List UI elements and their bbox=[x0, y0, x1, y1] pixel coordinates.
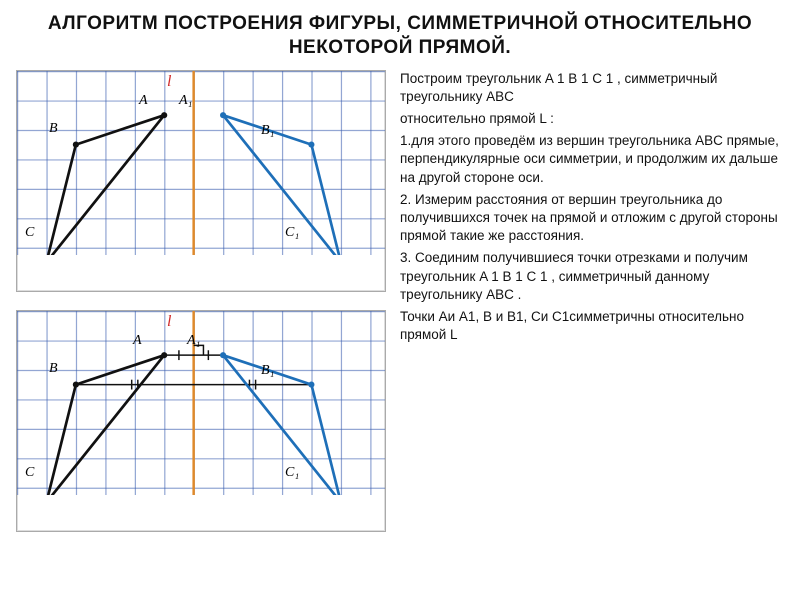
step-2: 2. Измерим расстояния от вершин треуголь… bbox=[400, 191, 784, 246]
figure-2-canvas bbox=[17, 311, 385, 495]
figure-1: lABCA₁B₁C₁ bbox=[16, 70, 386, 292]
steps-text: Построим треугольник A 1 B 1 C 1 , симме… bbox=[400, 70, 784, 593]
page-title: АЛГОРИТМ ПОСТРОЕНИЯ ФИГУРЫ, СИММЕТРИЧНОЙ… bbox=[16, 12, 784, 60]
step-1: 1.для этого проведём из вершин треугольн… bbox=[400, 132, 784, 187]
content-area: lABCA₁B₁C₁ lABCA₁B₁C₁ Построим треугольн… bbox=[16, 70, 784, 593]
figure-2: lABCA₁B₁C₁ bbox=[16, 310, 386, 532]
figure-1-canvas bbox=[17, 71, 385, 255]
figures-column: lABCA₁B₁C₁ lABCA₁B₁C₁ bbox=[16, 70, 386, 593]
intro-line-2: относительно прямой L : bbox=[400, 110, 784, 128]
step-4: Точки Aи A1, B и B1, Cи C1симметричны от… bbox=[400, 308, 784, 344]
step-3: 3. Соединим получившиеся точки отрезками… bbox=[400, 249, 784, 304]
intro-line-1: Построим треугольник A 1 B 1 C 1 , симме… bbox=[400, 70, 784, 106]
